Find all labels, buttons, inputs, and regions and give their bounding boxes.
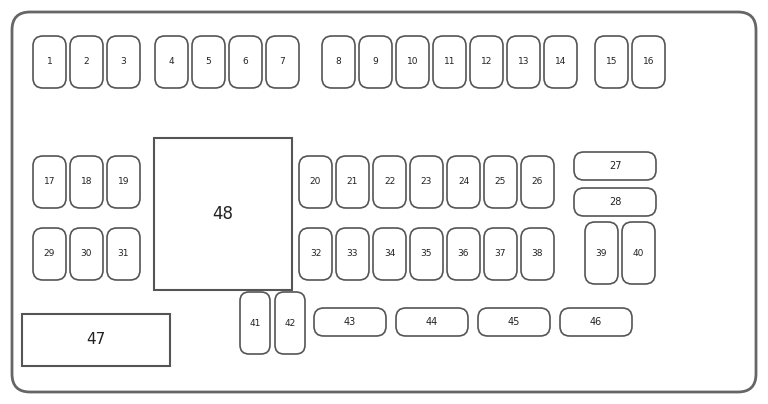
FancyBboxPatch shape [359,36,392,88]
Text: 1: 1 [47,57,52,67]
FancyBboxPatch shape [396,36,429,88]
Text: 3: 3 [121,57,127,67]
Bar [154,138,292,290]
Text: 47: 47 [86,332,106,347]
FancyBboxPatch shape [622,222,655,284]
FancyBboxPatch shape [396,308,468,336]
Text: 5: 5 [206,57,211,67]
Text: 7: 7 [280,57,286,67]
FancyBboxPatch shape [336,156,369,208]
Text: 2: 2 [84,57,89,67]
Text: 25: 25 [495,177,506,187]
Text: 46: 46 [590,317,602,327]
Text: 9: 9 [372,57,379,67]
FancyBboxPatch shape [521,156,554,208]
Text: 21: 21 [347,177,358,187]
Text: 20: 20 [310,177,321,187]
FancyBboxPatch shape [574,188,656,216]
FancyBboxPatch shape [192,36,225,88]
FancyBboxPatch shape [560,308,632,336]
Text: 24: 24 [458,177,469,187]
Text: 44: 44 [426,317,438,327]
FancyBboxPatch shape [275,292,305,354]
Text: 48: 48 [213,205,233,223]
Text: 35: 35 [421,250,432,259]
FancyBboxPatch shape [70,36,103,88]
FancyBboxPatch shape [336,228,369,280]
FancyBboxPatch shape [574,152,656,180]
Text: 17: 17 [44,177,55,187]
FancyBboxPatch shape [484,156,517,208]
FancyBboxPatch shape [410,228,443,280]
FancyBboxPatch shape [155,36,188,88]
Text: 15: 15 [606,57,617,67]
FancyBboxPatch shape [33,156,66,208]
FancyBboxPatch shape [314,308,386,336]
FancyBboxPatch shape [632,36,665,88]
FancyBboxPatch shape [447,228,480,280]
Text: 31: 31 [118,250,129,259]
Text: 14: 14 [554,57,566,67]
Text: 18: 18 [81,177,92,187]
Text: 41: 41 [250,318,260,328]
FancyBboxPatch shape [585,222,618,284]
FancyBboxPatch shape [299,156,332,208]
FancyBboxPatch shape [12,12,756,392]
Text: 22: 22 [384,177,395,187]
FancyBboxPatch shape [266,36,299,88]
FancyBboxPatch shape [107,228,140,280]
Text: 43: 43 [344,317,356,327]
FancyBboxPatch shape [544,36,577,88]
Text: 26: 26 [531,177,543,187]
Text: 40: 40 [633,248,644,257]
Text: 10: 10 [407,57,419,67]
FancyBboxPatch shape [507,36,540,88]
Text: 33: 33 [346,250,358,259]
Text: 29: 29 [44,250,55,259]
Text: 42: 42 [284,318,296,328]
Text: 13: 13 [518,57,529,67]
FancyBboxPatch shape [107,156,140,208]
FancyBboxPatch shape [410,156,443,208]
FancyBboxPatch shape [521,228,554,280]
FancyBboxPatch shape [470,36,503,88]
FancyBboxPatch shape [33,36,66,88]
Text: 19: 19 [118,177,129,187]
Text: 39: 39 [596,248,607,257]
Text: 11: 11 [444,57,455,67]
FancyBboxPatch shape [595,36,628,88]
FancyBboxPatch shape [478,308,550,336]
Text: 28: 28 [609,197,621,207]
FancyBboxPatch shape [70,228,103,280]
Text: 30: 30 [81,250,92,259]
FancyBboxPatch shape [229,36,262,88]
Text: 8: 8 [336,57,341,67]
FancyBboxPatch shape [433,36,466,88]
Text: 27: 27 [609,161,621,171]
FancyBboxPatch shape [322,36,355,88]
FancyBboxPatch shape [484,228,517,280]
Text: 32: 32 [310,250,321,259]
Text: 34: 34 [384,250,396,259]
FancyBboxPatch shape [373,228,406,280]
Text: 6: 6 [243,57,248,67]
Text: 36: 36 [458,250,469,259]
Text: 16: 16 [643,57,654,67]
FancyBboxPatch shape [299,228,332,280]
Text: 38: 38 [531,250,543,259]
Bar [22,314,170,366]
Text: 45: 45 [508,317,520,327]
Text: 4: 4 [169,57,174,67]
Text: 37: 37 [495,250,506,259]
FancyBboxPatch shape [33,228,66,280]
Text: 12: 12 [481,57,492,67]
FancyBboxPatch shape [447,156,480,208]
FancyBboxPatch shape [70,156,103,208]
FancyBboxPatch shape [107,36,140,88]
FancyBboxPatch shape [240,292,270,354]
Text: 23: 23 [421,177,432,187]
FancyBboxPatch shape [373,156,406,208]
